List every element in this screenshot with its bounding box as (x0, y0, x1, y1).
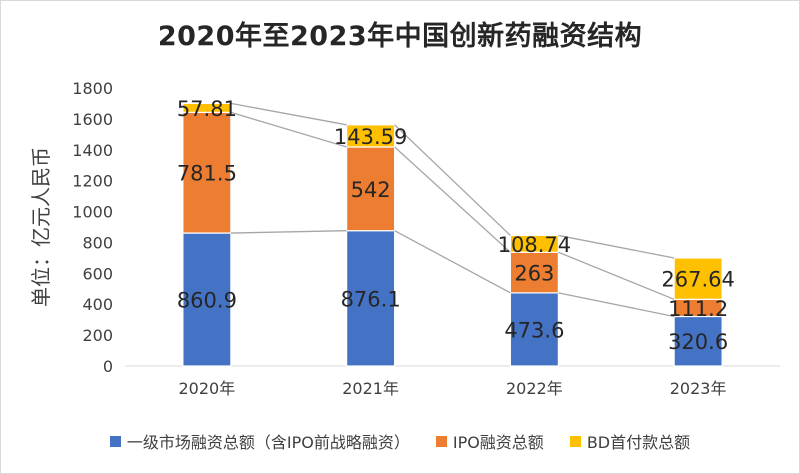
data-label: 473.6 (504, 318, 564, 342)
x-tick-label: 2020年 (179, 379, 236, 398)
series-connector-line (230, 102, 347, 126)
y-tick-label: 1400 (72, 141, 113, 160)
y-tick-label: 1200 (72, 172, 113, 191)
data-label: 320.6 (668, 330, 728, 354)
y-tick-label: 1000 (72, 203, 113, 222)
bar-segment (509, 251, 559, 294)
y-tick-label: 1800 (72, 79, 113, 98)
y-tick-label: 400 (82, 295, 113, 314)
x-tick-label: 2023年 (670, 379, 727, 398)
legend-label-bd: BD首付款总额 (586, 433, 691, 452)
legend-item-ipo: IPO融资总额 (435, 429, 544, 453)
y-tick-label: 0 (103, 357, 113, 376)
series-connector-line (394, 124, 511, 236)
data-label: 860.9 (177, 289, 237, 313)
data-label: 542 (351, 178, 391, 202)
bar-segment (509, 292, 559, 367)
legend-label-primary-market: 一级市场融资总额（含IPO前战略融资） (126, 433, 410, 452)
bar-segment (346, 124, 396, 148)
series-connector-line (558, 234, 675, 259)
series-connector-line (394, 146, 511, 253)
bar-segment (182, 102, 232, 113)
data-label: 111.2 (668, 297, 728, 321)
legend-swatch-primary-market (109, 435, 121, 447)
data-label: 143.59 (334, 125, 407, 149)
series-connector-line (230, 111, 347, 148)
data-label: 57.81 (177, 97, 237, 121)
y-tick-label: 600 (82, 264, 113, 283)
series-connector-line (394, 230, 511, 294)
y-axis-title: 单位：亿元人民币 (29, 147, 53, 307)
legend: 一级市场融资总额（含IPO前战略融资） IPO融资总额 BD首付款总额 (0, 429, 800, 453)
chart-title: 2020年至2023年中国创新药融资结构 (157, 21, 643, 52)
legend-label-ipo: IPO融资总额 (452, 433, 544, 452)
x-tick-label: 2021年 (342, 379, 399, 398)
bar-segment (182, 111, 232, 234)
y-tick-label: 800 (82, 233, 113, 252)
data-label: 263 (514, 262, 554, 286)
data-label: 781.5 (177, 162, 237, 186)
y-tick-label: 1600 (72, 110, 113, 129)
legend-item-primary-market: 一级市场融资总额（含IPO前战略融资） (109, 429, 410, 453)
legend-swatch-bd (569, 435, 581, 447)
data-label: 876.1 (341, 287, 401, 311)
x-tick-label: 2022年 (506, 379, 563, 398)
series-connector-line (230, 230, 347, 234)
legend-item-bd: BD首付款总额 (569, 429, 691, 453)
bar-segment (673, 315, 723, 367)
data-label: 267.64 (661, 268, 734, 292)
data-label: 108.74 (498, 233, 571, 257)
bar-segment (182, 232, 232, 367)
y-tick-label: 200 (82, 326, 113, 345)
series-connector-line (558, 292, 675, 318)
bar-segment (509, 234, 559, 253)
bar-segment (346, 146, 396, 232)
legend-swatch-ipo (435, 435, 447, 447)
series-connector-line (558, 251, 675, 300)
bar-segment (673, 257, 723, 300)
